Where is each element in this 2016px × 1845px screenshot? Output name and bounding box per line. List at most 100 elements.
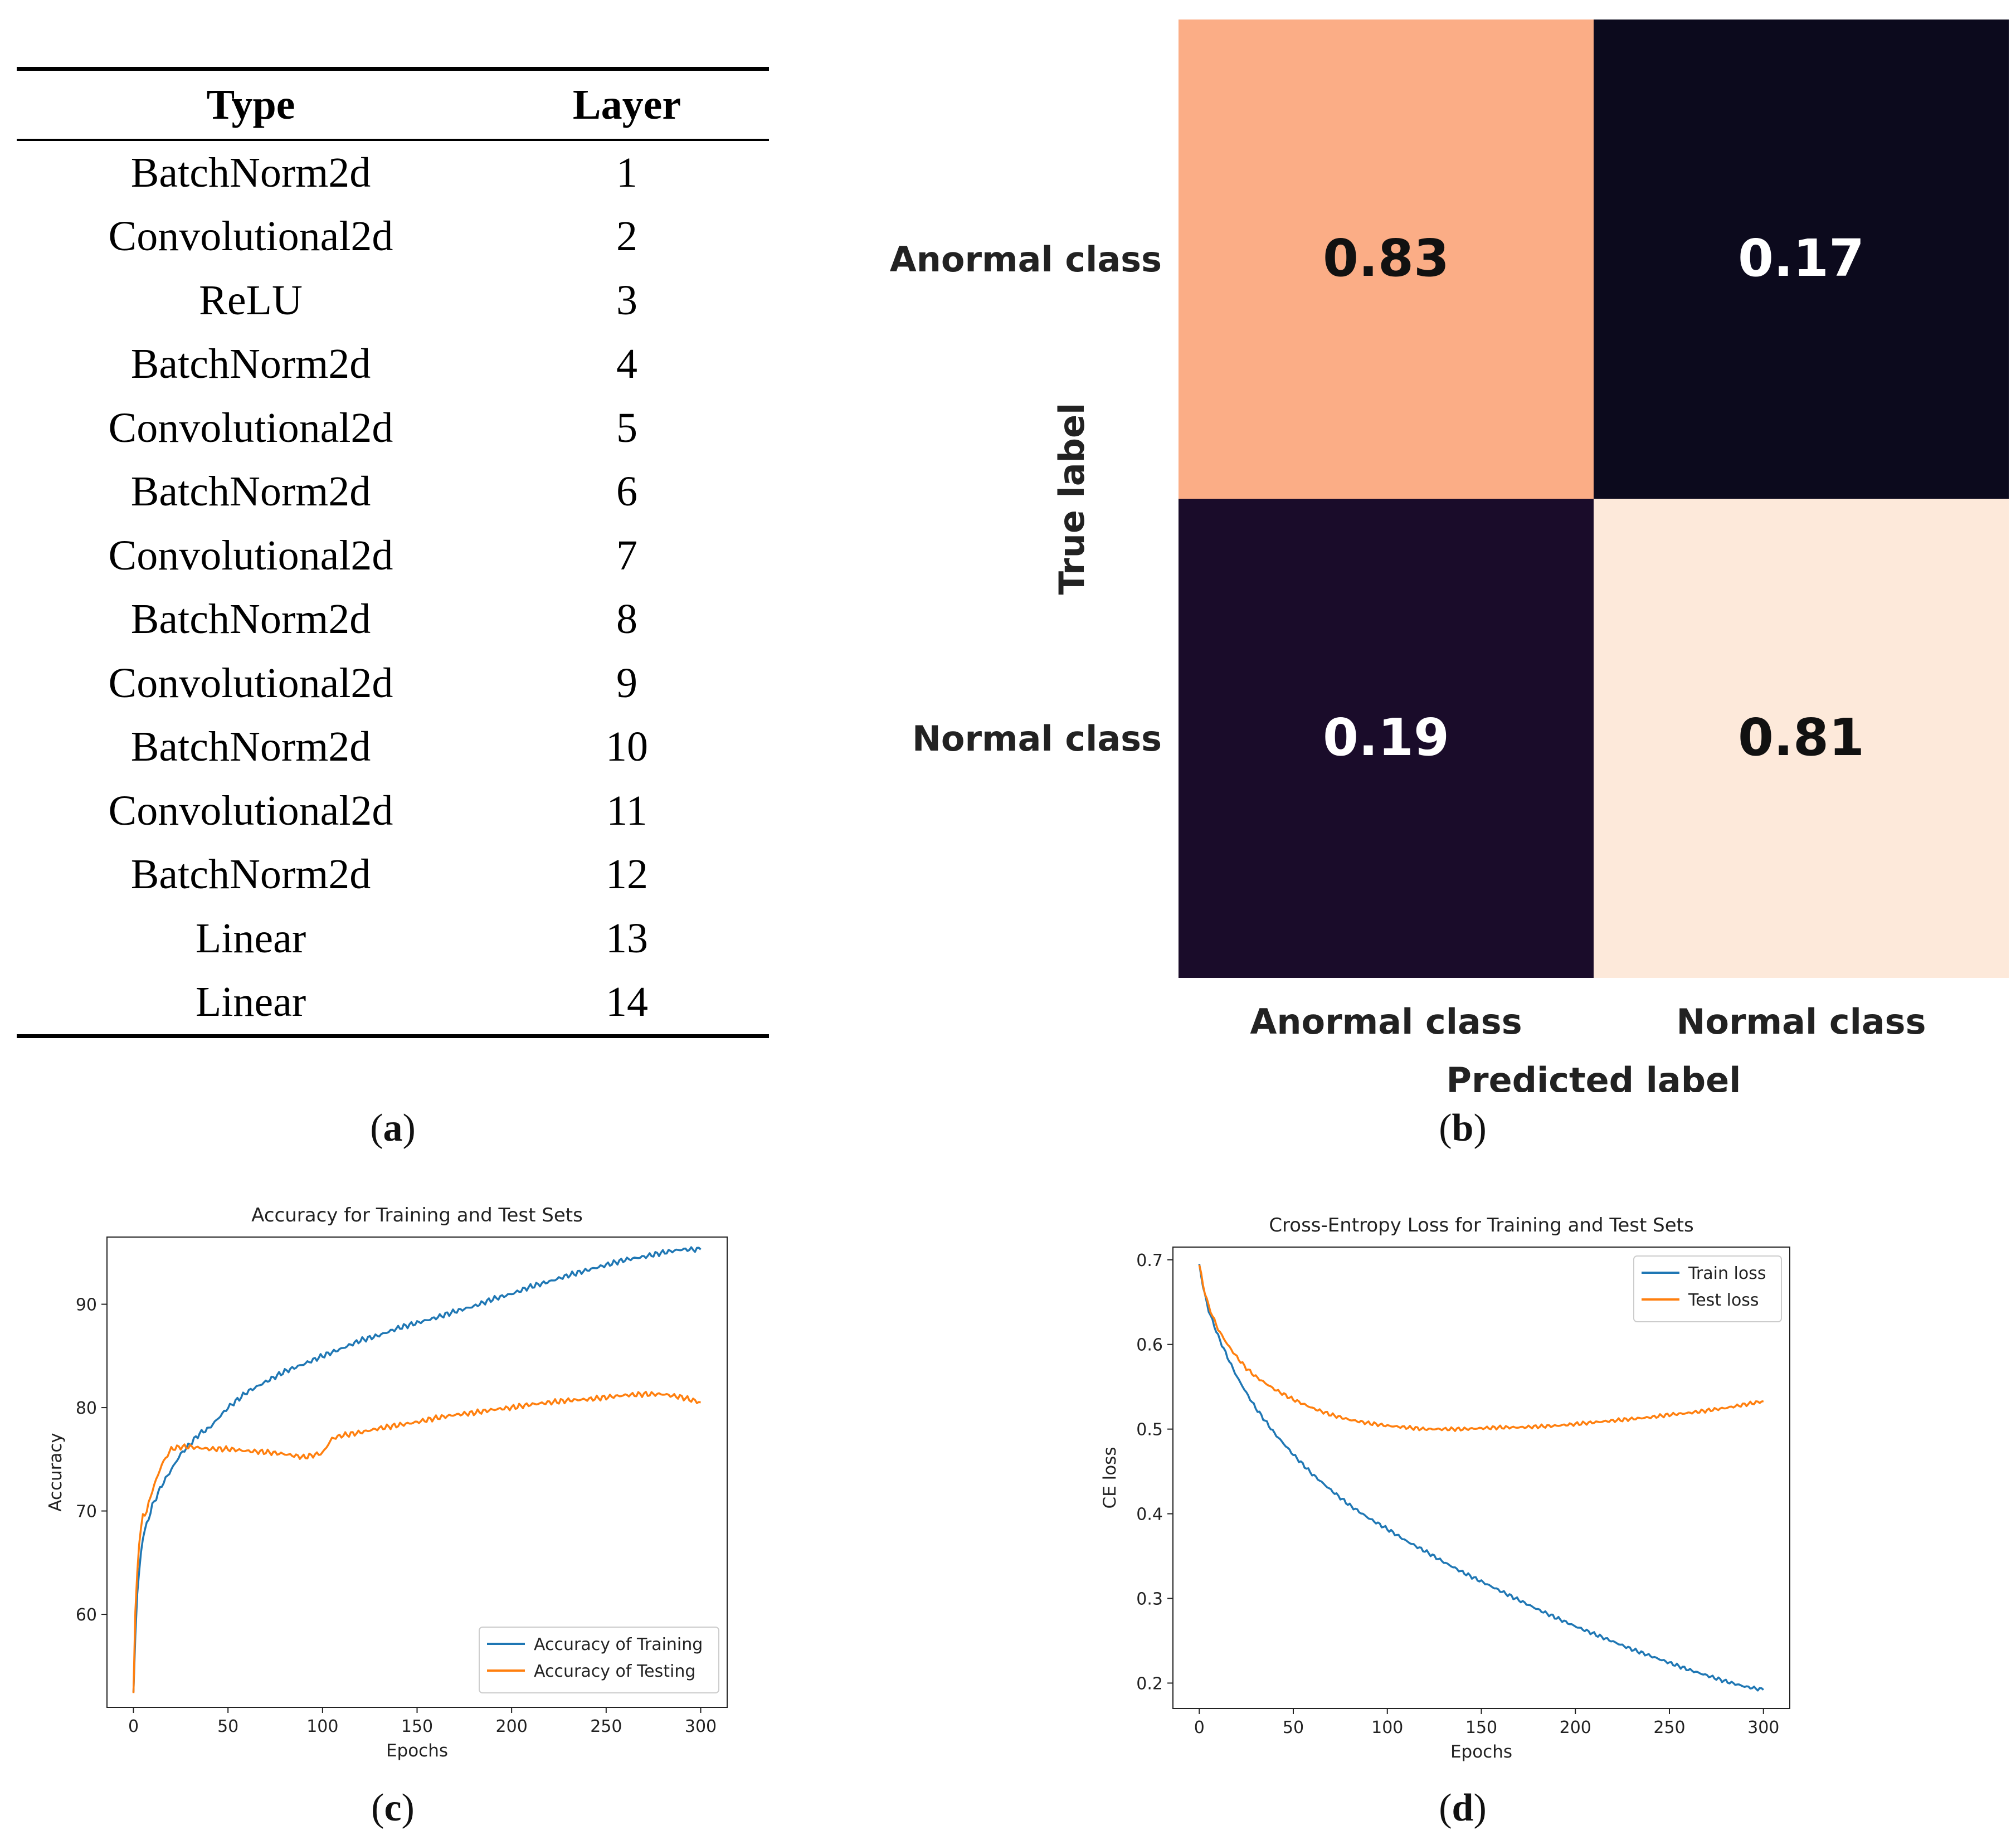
header-type: Type	[17, 67, 485, 141]
legend-box	[479, 1627, 719, 1693]
legend-label: Train loss	[1688, 1264, 1766, 1283]
layer-type-cell: BatchNorm2d	[130, 596, 371, 643]
x-tick-label: 250	[1653, 1718, 1685, 1737]
header-layer: Layer	[485, 67, 769, 141]
layer-table-panel: Type Layer BatchNorm2d 1 Convolutional2d 2 R…	[17, 67, 769, 1048]
accuracy-line-chart: Accuracy for Training and Test Sets 0 50 10…	[46, 1204, 728, 1761]
y-tick-label: 0.6	[1136, 1336, 1163, 1355]
cm-value-label: 0.83	[1323, 228, 1449, 288]
series-line	[132, 1246, 702, 1692]
cm-x-tick-label: Normal class	[1677, 1001, 1926, 1042]
layer-type-cell: Convolutional2d	[108, 659, 393, 707]
x-tick-label: 100	[306, 1717, 338, 1736]
layer-index-cell: 12	[606, 851, 648, 898]
y-tick-label: 0.5	[1136, 1420, 1163, 1440]
x-tick-label: 0	[128, 1717, 139, 1736]
layer-index-cell: 4	[616, 340, 637, 388]
layer-type-cell: BatchNorm2d	[130, 851, 371, 898]
layer-type-cell: Linear	[195, 914, 306, 962]
y-tick-label: 0.3	[1136, 1589, 1163, 1609]
layer-type-cell: Linear	[17, 970, 485, 1038]
table-row: Linear 13	[17, 907, 769, 971]
chart-title: Accuracy for Training and Test Sets	[251, 1204, 583, 1226]
cm-x-tick-label: Anormal class	[1250, 1001, 1522, 1042]
table-row: BatchNorm2d 10	[17, 715, 769, 780]
table-row: BatchNorm2d 6	[17, 460, 769, 524]
series-line	[1198, 1264, 1764, 1692]
table-row: Convolutional2d 11	[17, 779, 769, 843]
layer-index-cell: 10	[606, 723, 648, 771]
series-line	[132, 1390, 701, 1693]
x-tick-label: 50	[1283, 1718, 1304, 1737]
table-row: BatchNorm2d 1	[17, 140, 769, 205]
layer-type-cell: Convolutional2d	[108, 404, 393, 451]
caption-d: (d)	[1439, 1786, 1487, 1829]
layer-index-cell: 1	[616, 149, 637, 196]
layer-type-cell: ReLU	[199, 276, 303, 324]
layer-index-cell: 5	[616, 404, 637, 451]
x-tick-label: 200	[1560, 1718, 1591, 1737]
layer-index-cell: 11	[606, 787, 647, 834]
table-body: BatchNorm2d 1 Convolutional2d 2 ReLU 3 BatchNo…	[17, 140, 769, 1038]
y-tick-label: 0.2	[1136, 1674, 1163, 1693]
loss-line-chart: Cross-Entropy Loss for Training and Test…	[1100, 1214, 1790, 1762]
cm-value-label: 0.17	[1738, 228, 1864, 288]
layer-type-cell: BatchNorm2d	[130, 723, 371, 771]
layer-type-cell: BatchNorm2d	[130, 149, 371, 196]
table-row: BatchNorm2d 8	[17, 588, 769, 652]
caption-a: (a)	[370, 1107, 416, 1150]
x-axis-label: Epochs	[386, 1741, 448, 1761]
x-tick-label: 300	[685, 1717, 717, 1736]
chart-title: Cross-Entropy Loss for Training and Test…	[1269, 1214, 1693, 1237]
layer-index-cell: 13	[606, 914, 648, 962]
layer-type-cell: BatchNorm2d	[130, 468, 371, 515]
cm-cell	[1179, 20, 1594, 499]
layer-index-cell: 9	[616, 659, 637, 707]
layer-index-cell: 8	[616, 596, 637, 643]
y-tick-label: 70	[76, 1502, 97, 1522]
cm-value-label: 0.81	[1738, 708, 1864, 767]
layer-type-cell: Convolutional2d	[108, 532, 393, 579]
series-line	[1198, 1264, 1764, 1432]
layer-type-cell: Convolutional2d	[108, 213, 393, 260]
cm-cell	[1179, 499, 1594, 978]
y-tick-label: 0.4	[1136, 1505, 1163, 1525]
confusion-matrix-chart: 0.83 0.17 0.19 0.81 Anormal class Normal clas…	[890, 20, 2009, 1092]
table-row: Convolutional2d 5	[17, 396, 769, 460]
x-tick-label: 0	[1194, 1718, 1205, 1737]
table-header-row: Type Layer	[17, 67, 769, 141]
x-axis-label: Epochs	[1450, 1742, 1512, 1762]
table-row: Convolutional2d 7	[17, 524, 769, 588]
cm-cell	[1594, 20, 2009, 499]
y-tick-label: 0.7	[1136, 1251, 1163, 1270]
cm-y-tick-label: Normal class	[912, 718, 1162, 759]
y-axis-label: CE loss	[1100, 1447, 1120, 1509]
caption-b: (b)	[1439, 1107, 1487, 1150]
y-tick-label: 90	[76, 1296, 97, 1315]
cm-y-axis-label: True label	[1051, 403, 1092, 595]
x-tick-label: 150	[401, 1717, 433, 1736]
caption-c: (c)	[371, 1786, 415, 1829]
table-row: BatchNorm2d 12	[17, 843, 769, 907]
layer-index-cell: 6	[616, 468, 637, 515]
layer-type-cell: Convolutional2d	[108, 787, 393, 834]
cm-value-label: 0.19	[1323, 708, 1449, 767]
table-row: Convolutional2d 2	[17, 205, 769, 269]
cm-cell	[1594, 499, 2009, 978]
layer-type-cell: BatchNorm2d	[130, 340, 371, 388]
table-row: ReLU 3	[17, 269, 769, 333]
x-tick-label: 150	[1465, 1718, 1497, 1737]
cm-y-tick-label: Anormal class	[890, 239, 1162, 280]
legend-label: Accuracy of Training	[534, 1635, 703, 1654]
table-row: Linear 14	[17, 970, 769, 1038]
legend-label: Test loss	[1688, 1291, 1759, 1310]
y-tick-label: 80	[76, 1399, 97, 1418]
layer-index-cell: 14	[485, 970, 769, 1038]
y-axis-label: Accuracy	[46, 1433, 66, 1512]
cm-x-axis-label: Predicted label	[1447, 1060, 1741, 1092]
table-row: Convolutional2d 9	[17, 651, 769, 715]
layer-table: Type Layer BatchNorm2d 1 Convolutional2d 2 R…	[17, 67, 769, 1038]
layer-index-cell: 2	[616, 213, 637, 260]
x-tick-label: 250	[590, 1717, 622, 1736]
table-row: BatchNorm2d 4	[17, 333, 769, 397]
